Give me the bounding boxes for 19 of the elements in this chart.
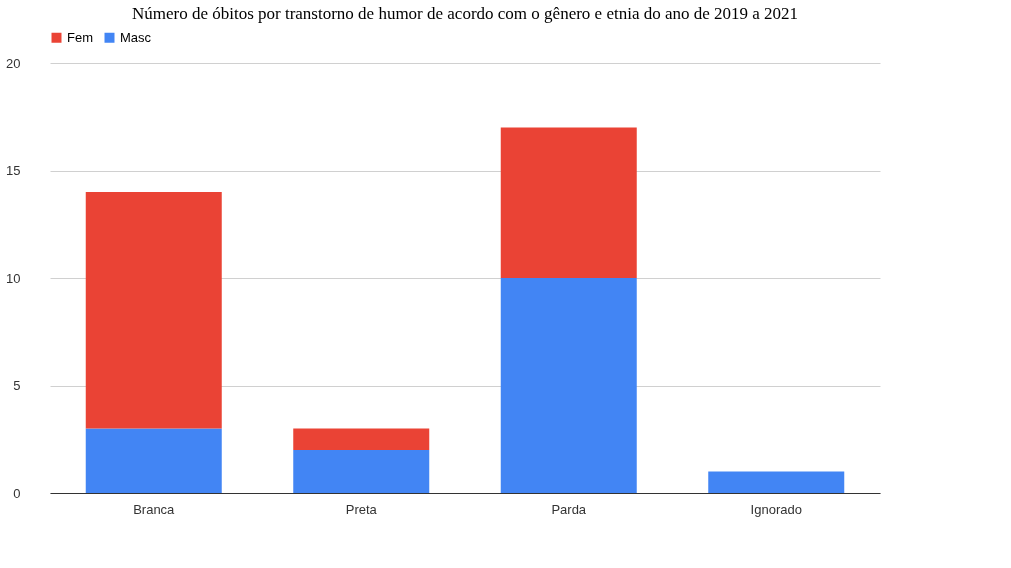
y-tick-label: 0 xyxy=(13,485,21,501)
x-tick-label: Preta xyxy=(345,501,378,517)
x-tick-label: Ignorado xyxy=(750,501,802,517)
y-tick-label: 20 xyxy=(6,55,21,71)
x-tick-label: Parda xyxy=(551,501,587,517)
bar xyxy=(293,450,430,493)
legend-label: Fem xyxy=(67,29,93,45)
bar xyxy=(500,127,637,278)
y-tick-label: 15 xyxy=(6,163,21,178)
bar xyxy=(500,278,637,493)
bar xyxy=(708,471,845,493)
x-tick-label: Branca xyxy=(133,501,176,517)
chart-title: Número de óbitos por transtorno de humor de acordo com o gênero e etnia do ano de 2019 a 2021 xyxy=(131,4,799,23)
y-tick-label: 10 xyxy=(6,270,21,286)
bar xyxy=(85,428,222,493)
bar xyxy=(293,428,430,450)
y-tick-label: 5 xyxy=(13,378,21,393)
bar xyxy=(85,192,222,429)
legend-label: Masc xyxy=(120,29,152,45)
